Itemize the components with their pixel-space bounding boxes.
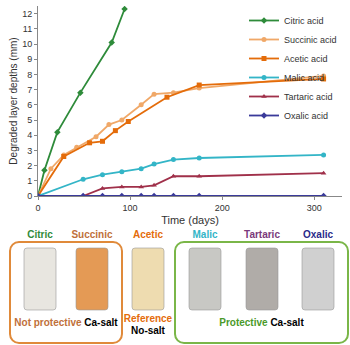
svg-text:10: 10 bbox=[22, 39, 32, 49]
svg-text:Oxalic: Oxalic bbox=[303, 229, 333, 240]
svg-text:11: 11 bbox=[23, 24, 32, 34]
svg-text:8: 8 bbox=[27, 70, 32, 80]
svg-text:Malic: Malic bbox=[192, 229, 217, 240]
svg-text:Not protective Ca-salt: Not protective Ca-salt bbox=[14, 317, 118, 328]
svg-text:0: 0 bbox=[35, 203, 40, 213]
svg-text:0: 0 bbox=[27, 191, 32, 201]
svg-text:12: 12 bbox=[22, 9, 32, 19]
svg-text:7: 7 bbox=[27, 85, 32, 95]
svg-text:1: 1 bbox=[27, 176, 32, 186]
svg-text:Malic acid: Malic acid bbox=[284, 73, 324, 83]
svg-text:5: 5 bbox=[27, 115, 32, 125]
svg-text:Acetic: Acetic bbox=[133, 229, 163, 240]
svg-text:Acetic acid: Acetic acid bbox=[284, 54, 328, 64]
svg-text:Tartaric acid: Tartaric acid bbox=[284, 92, 333, 102]
svg-text:100: 100 bbox=[123, 203, 138, 213]
svg-text:Citric acid: Citric acid bbox=[284, 16, 324, 26]
svg-text:Oxalic acid: Oxalic acid bbox=[284, 111, 328, 121]
svg-text:Succinic: Succinic bbox=[71, 229, 113, 240]
svg-text:2: 2 bbox=[27, 161, 32, 171]
svg-text:Citric: Citric bbox=[27, 229, 53, 240]
svg-text:200: 200 bbox=[215, 203, 230, 213]
svg-text:6: 6 bbox=[27, 100, 32, 110]
svg-text:9: 9 bbox=[27, 54, 32, 64]
svg-text:ReferenceNo-salt: ReferenceNo-salt bbox=[124, 313, 173, 336]
svg-text:Time (days): Time (days) bbox=[161, 214, 219, 226]
svg-text:Degraded layer depths (mm): Degraded layer depths (mm) bbox=[8, 37, 19, 164]
svg-text:Succinic acid: Succinic acid bbox=[284, 35, 337, 45]
svg-text:Tartaric: Tartaric bbox=[244, 229, 280, 240]
svg-text:4: 4 bbox=[27, 130, 32, 140]
svg-text:300: 300 bbox=[307, 203, 322, 213]
svg-text:3: 3 bbox=[27, 146, 32, 156]
svg-text:Protective Ca-salt: Protective Ca-salt bbox=[219, 317, 304, 328]
